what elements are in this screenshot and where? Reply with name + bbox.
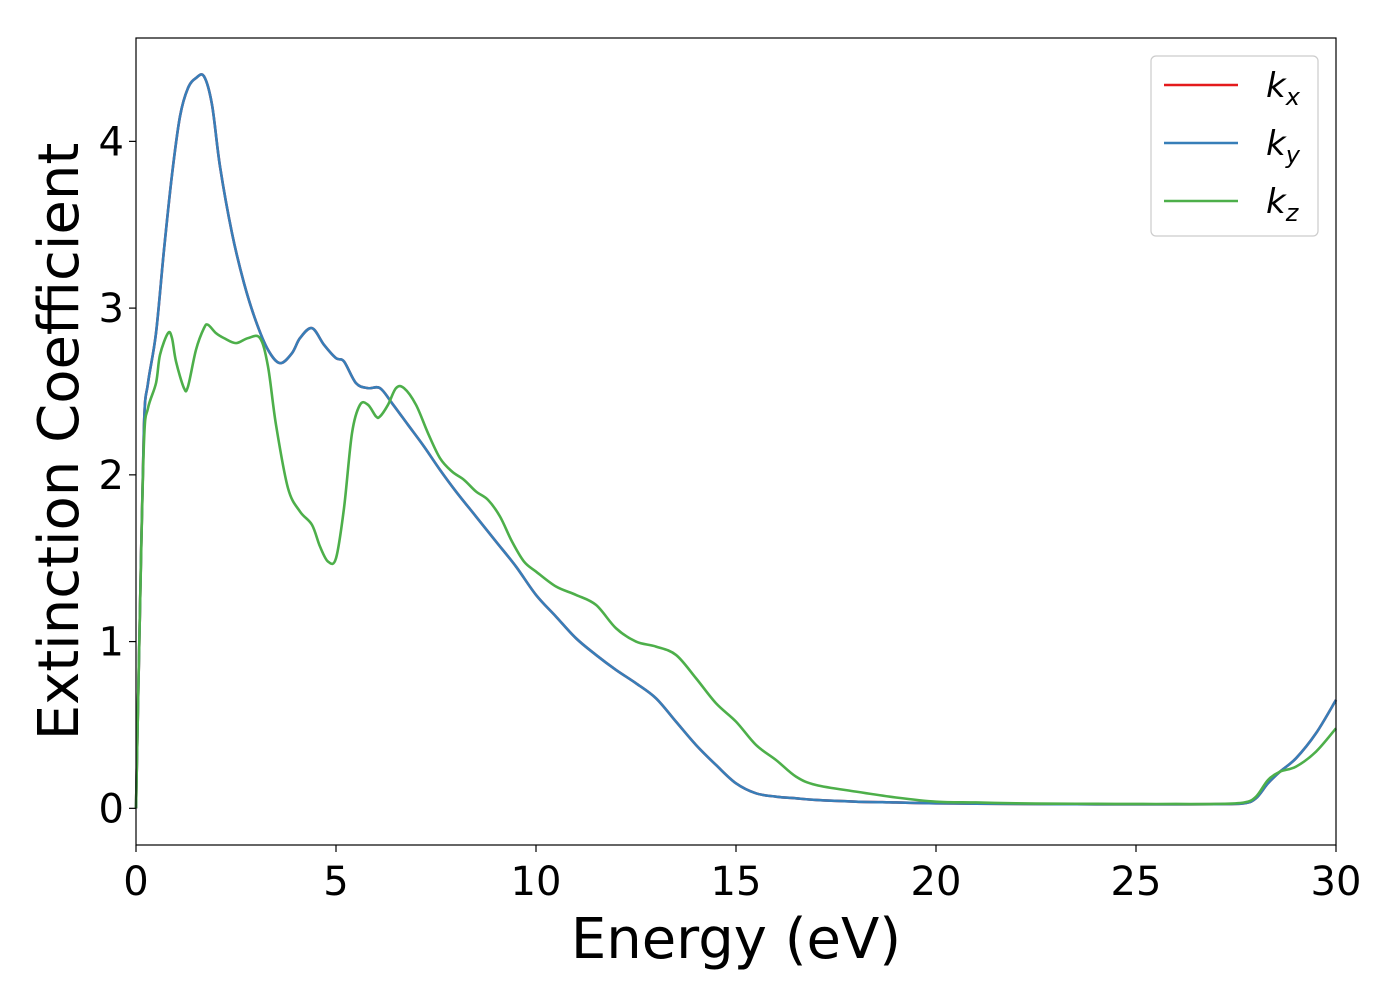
y-tick-label: 2 (99, 453, 124, 499)
legend-box (1150, 55, 1319, 237)
x-tick-label: 15 (711, 859, 762, 905)
legend-label-kx: kx (1266, 66, 1301, 111)
x-tick-label: 10 (511, 859, 562, 905)
y-tick-label: 3 (99, 286, 124, 332)
legend: kx ky kz (1150, 55, 1319, 237)
x-axis-title: Energy (eV) (571, 907, 901, 972)
y-tick-label: 4 (99, 119, 124, 165)
y-axis-title: Extinction Coefficient (27, 143, 92, 741)
y-tick-label: 0 (99, 786, 124, 832)
y-tick-label: 1 (99, 620, 124, 666)
y-axis-ticks: 0 1 2 3 4 (99, 119, 136, 832)
legend-label-kz: kz (1266, 182, 1300, 227)
x-axis-ticks: 0 5 10 15 20 25 30 (123, 845, 1361, 905)
legend-label-ky: ky (1266, 124, 1301, 169)
x-tick-label: 25 (1111, 859, 1162, 905)
x-tick-label: 30 (1311, 859, 1362, 905)
x-tick-label: 20 (911, 859, 962, 905)
series-line-kz (134, 323, 1337, 809)
x-tick-label: 0 (123, 859, 148, 905)
series-layer (134, 73, 1338, 809)
x-tick-label: 5 (323, 859, 348, 905)
